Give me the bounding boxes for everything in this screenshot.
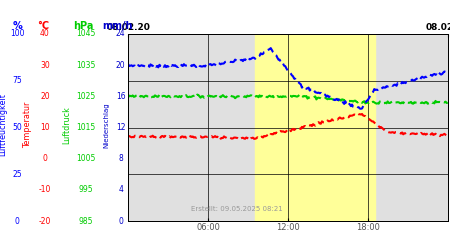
Text: 995: 995 (78, 186, 93, 194)
Text: 10: 10 (40, 123, 50, 132)
Text: 20: 20 (40, 92, 50, 101)
Text: 75: 75 (12, 76, 22, 85)
Text: 985: 985 (78, 217, 93, 226)
Text: -20: -20 (39, 217, 51, 226)
Text: 20: 20 (116, 60, 126, 70)
Text: 4: 4 (118, 186, 123, 194)
Text: 12: 12 (116, 123, 126, 132)
Text: 0: 0 (118, 217, 123, 226)
Text: Erstellt: 09.05.2025 08:21: Erstellt: 09.05.2025 08:21 (191, 206, 283, 212)
Text: Luftdruck: Luftdruck (62, 106, 71, 144)
Text: 25: 25 (12, 170, 22, 179)
Text: 30: 30 (40, 60, 50, 70)
Text: 24: 24 (116, 29, 126, 38)
Text: -10: -10 (39, 186, 51, 194)
Text: Niederschlag: Niederschlag (103, 102, 109, 148)
Text: 1035: 1035 (76, 60, 95, 70)
Text: Luftfeuchtigkeit: Luftfeuchtigkeit (0, 94, 7, 156)
Text: 50: 50 (12, 123, 22, 132)
Text: 1015: 1015 (76, 123, 95, 132)
Text: 1005: 1005 (76, 154, 95, 163)
Text: 0: 0 (43, 154, 47, 163)
Text: Temperatur: Temperatur (23, 102, 32, 148)
Text: 1025: 1025 (76, 92, 95, 101)
Text: hPa: hPa (73, 21, 94, 31)
Text: 100: 100 (10, 29, 24, 38)
Text: 16: 16 (116, 92, 126, 101)
Text: °C: °C (38, 21, 50, 31)
Text: 1045: 1045 (76, 29, 95, 38)
Text: mm/h: mm/h (103, 21, 133, 31)
Text: 8: 8 (118, 154, 123, 163)
Text: %: % (12, 21, 22, 31)
Text: 40: 40 (40, 29, 50, 38)
Bar (255, 34, 374, 221)
Text: 0: 0 (15, 217, 19, 226)
